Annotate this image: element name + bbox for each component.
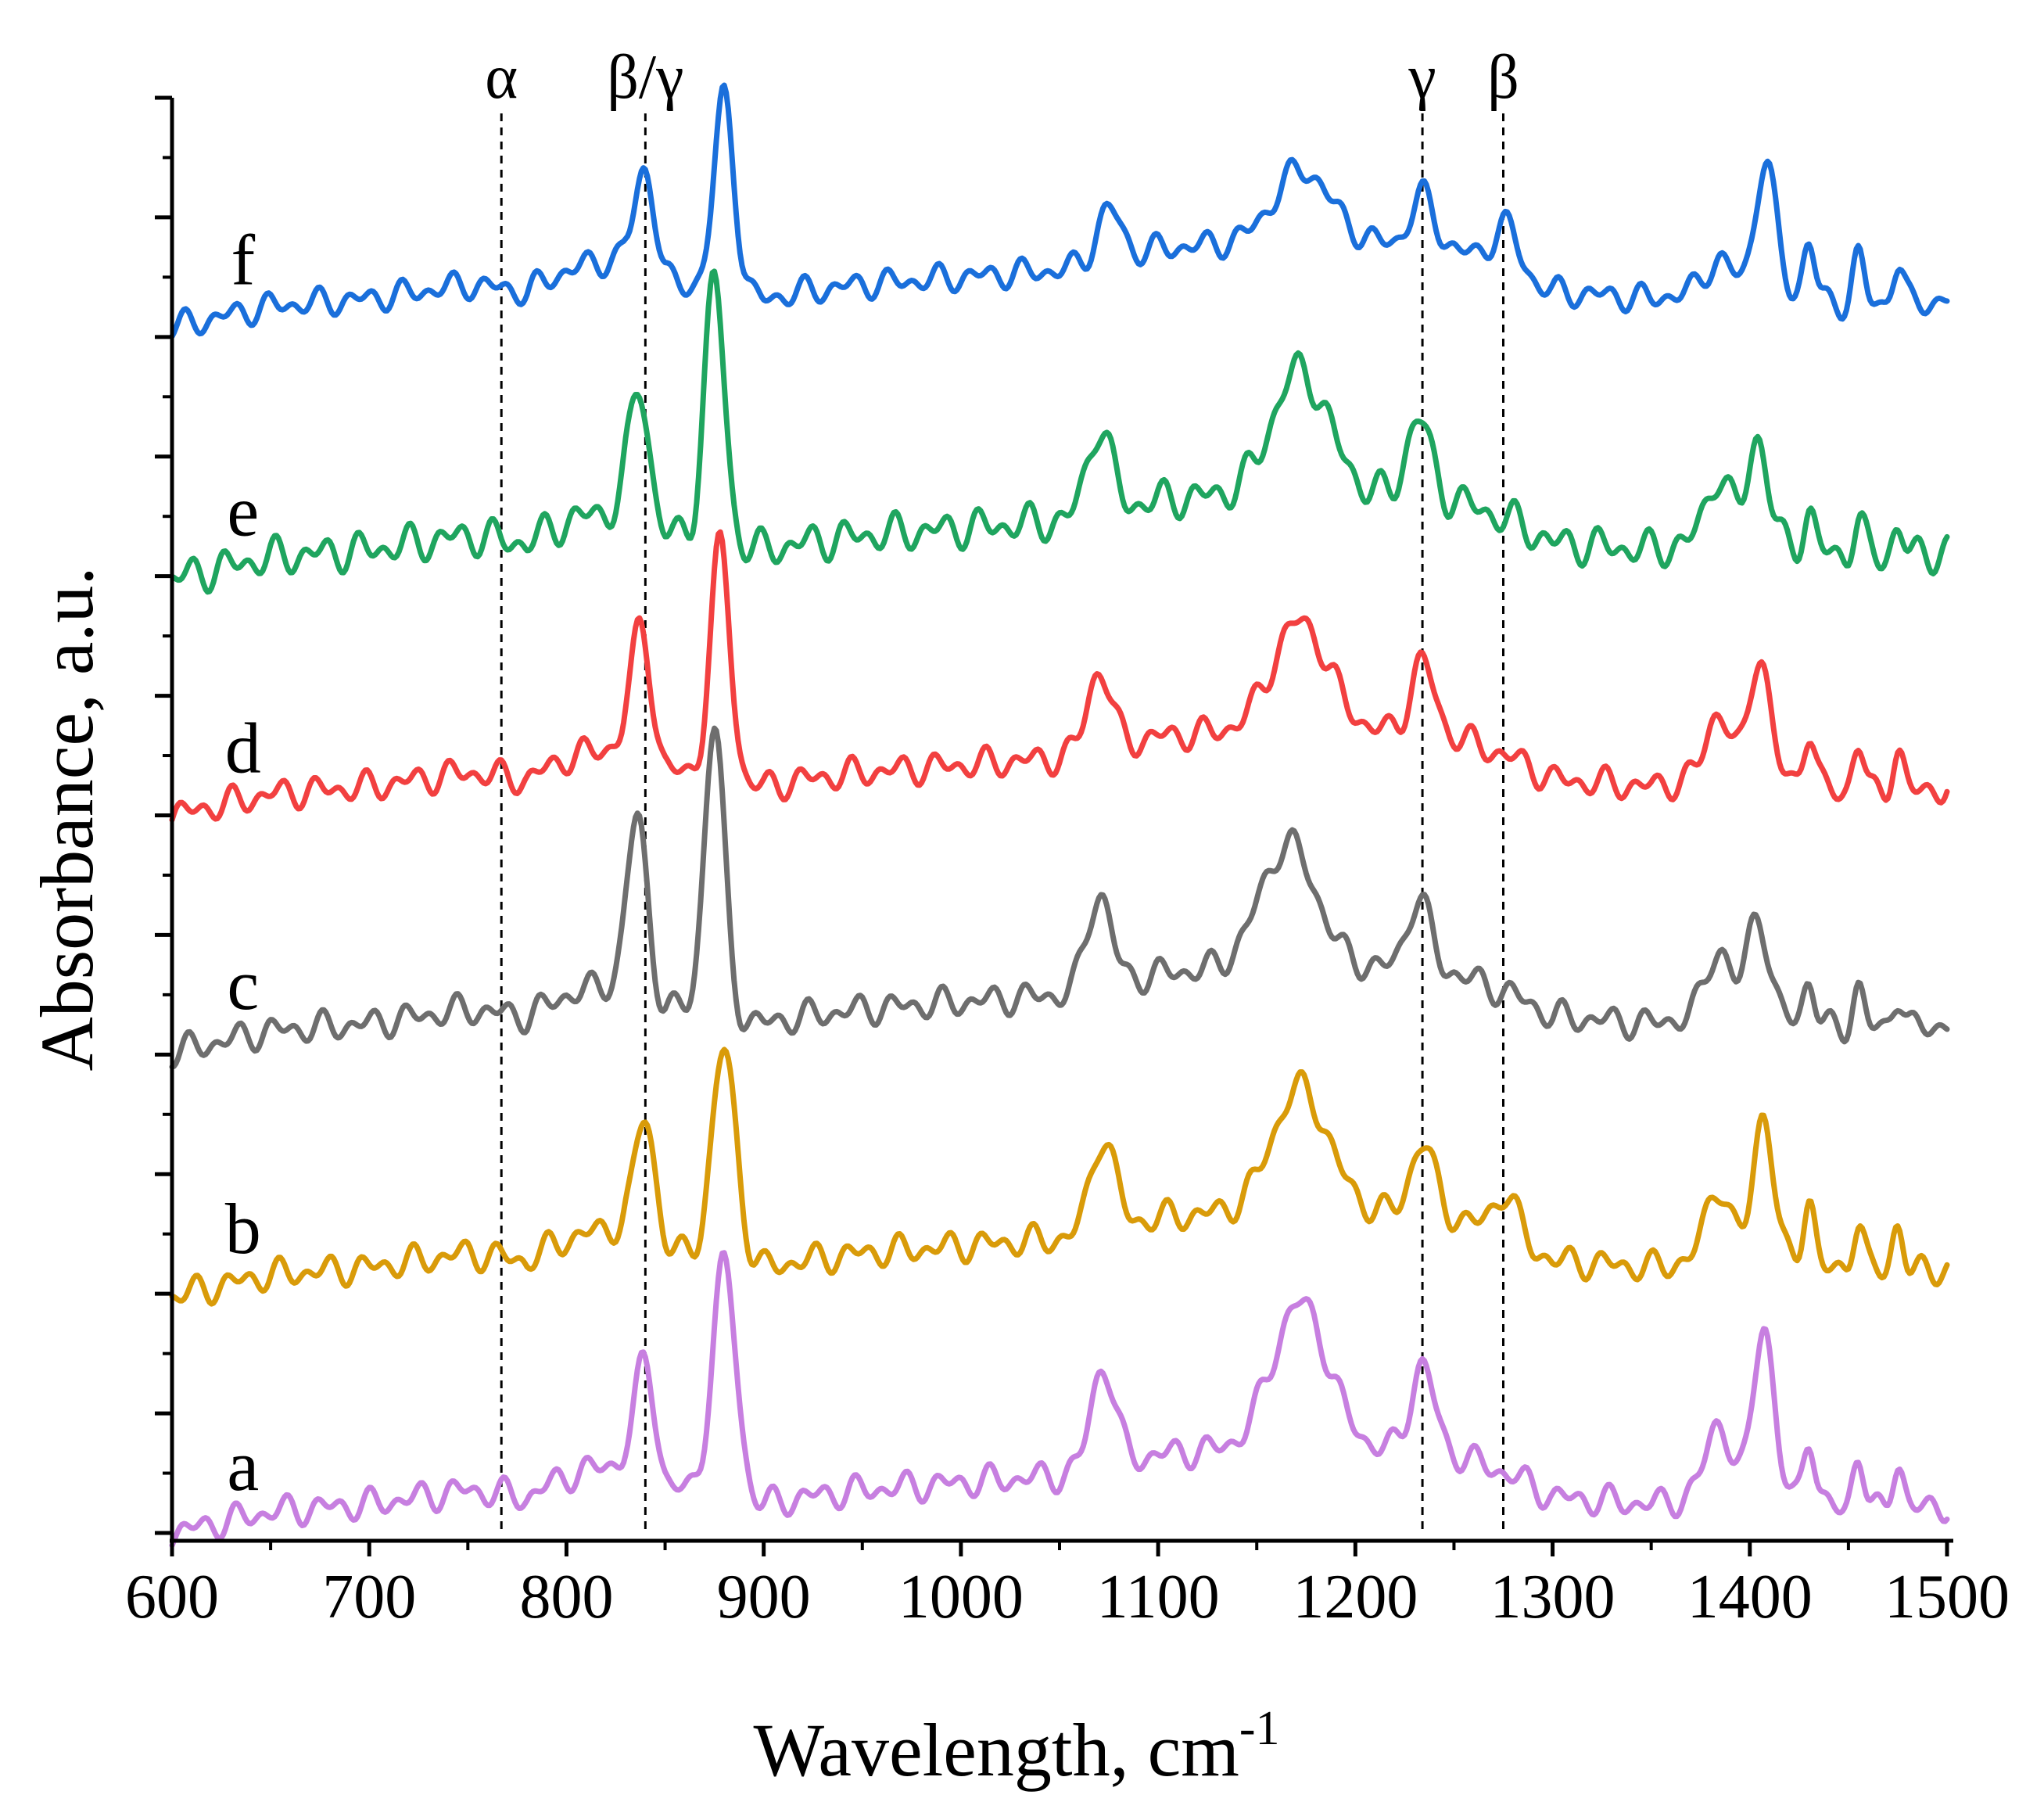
x-axis-title: Wavelength, cm-1: [753, 1702, 1279, 1792]
reference-lines: [500, 113, 1504, 1533]
x-axis-title-text: Wavelength, cm: [753, 1708, 1239, 1792]
series-layer: [169, 82, 1950, 1549]
x-tick-label-1100: 1100: [1097, 1563, 1220, 1632]
reference-label-4: β: [1487, 43, 1519, 112]
series-label-c: c: [227, 945, 259, 1025]
x-tick-label-1300: 1300: [1490, 1563, 1615, 1632]
series-line-b: [169, 1046, 1950, 1307]
x-tick-label-700: 700: [322, 1563, 416, 1632]
series-labels: a b c d e f: [225, 221, 261, 1506]
reference-label-2: β/γ: [607, 43, 683, 112]
series-label-b: b: [225, 1189, 261, 1269]
series-line-f: [169, 82, 1950, 339]
x-axis-title-superscript: -1: [1239, 1702, 1280, 1755]
series-label-e: e: [227, 472, 259, 551]
x-tick-label-800: 800: [519, 1563, 613, 1632]
y-axis-title: Absorbance, a.u.: [25, 566, 109, 1071]
x-tick-label-1000: 1000: [898, 1563, 1024, 1632]
series-label-f: f: [231, 221, 255, 300]
series-line-a: [169, 1250, 1950, 1549]
x-tick-label-1500: 1500: [1884, 1563, 2010, 1632]
series-line-e: [169, 268, 1950, 595]
x-tick-label-1400: 1400: [1687, 1563, 1813, 1632]
x-tick-label-600: 600: [125, 1563, 219, 1632]
reference-line-labels: α β/γ γ β: [485, 43, 1519, 112]
x-tick-labels: 600 700 800 900 1000 1100 1200 1300 1400 1500: [125, 1563, 2010, 1632]
reference-label-3: γ: [1407, 43, 1436, 112]
x-ticks: [170, 1541, 1949, 1556]
series-line-d: [169, 529, 1950, 823]
x-tick-label-1200: 1200: [1293, 1563, 1418, 1632]
series-label-a: a: [227, 1426, 259, 1506]
series-label-d: d: [225, 708, 261, 788]
series-line-c: [169, 725, 1950, 1070]
reference-label-1: α: [485, 43, 518, 112]
x-tick-label-900: 900: [717, 1563, 811, 1632]
y-ticks: [155, 95, 172, 1535]
